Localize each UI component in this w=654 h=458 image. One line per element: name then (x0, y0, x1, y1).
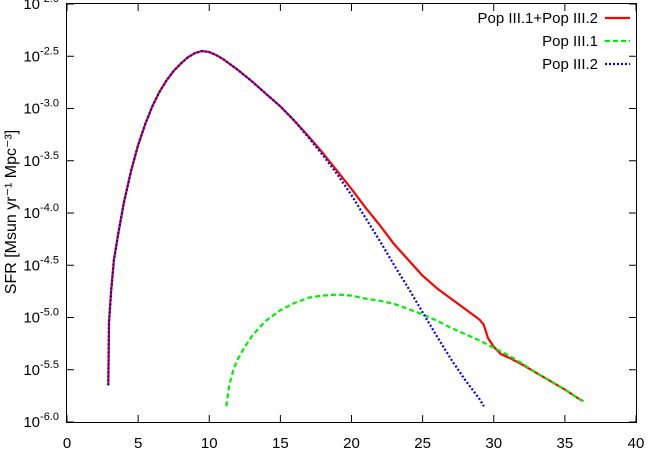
legend-label-1: Pop III.1+Pop III.2 (478, 10, 599, 27)
x-tick-label: 20 (343, 435, 360, 452)
series-line-3 (107, 49, 485, 407)
y-axis-label: SFR [Msun yr⁻¹ Mpc⁻³] (3, 130, 20, 294)
y-tick-label: 10-5.5 (23, 359, 59, 379)
y-tick-label: 10-2.5 (23, 45, 59, 65)
y-tick-label: 10-2.0 (23, 0, 59, 13)
x-tick-label: 15 (272, 435, 289, 452)
x-tick-label: 25 (414, 435, 431, 452)
series-layer (107, 49, 584, 407)
x-tick-label: 0 (63, 435, 71, 452)
y-tick-label: 10-4.5 (23, 254, 59, 274)
y-tick-label: 10-5.0 (23, 307, 59, 327)
axis-tick-labels: 0 5 10 15 20 25 30 35 40 10-6.0 10-5.5 10-5.0 10-4.5… (23, 0, 644, 452)
x-tick-label: 40 (628, 435, 645, 452)
x-tick-label: 10 (201, 435, 218, 452)
y-tick-label: 10-6.0 (23, 411, 59, 431)
x-tick-label: 5 (134, 435, 142, 452)
y-tick-label: 10-3.5 (23, 150, 59, 170)
series-line-2 (225, 293, 584, 407)
x-tick-label: 30 (485, 435, 502, 452)
legend: Pop III.1+Pop III.2 Pop III.1 Pop III.2 (478, 10, 630, 73)
series-line-1 (107, 49, 584, 403)
legend-label-3: Pop III.2 (542, 56, 598, 73)
y-tick-label: 10-4.0 (23, 202, 59, 222)
legend-label-2: Pop III.1 (542, 33, 598, 50)
axis-ticks (66, 3, 637, 423)
x-tick-label: 35 (557, 435, 574, 452)
plot-frame (66, 3, 637, 423)
y-tick-label: 10-3.0 (23, 98, 59, 118)
